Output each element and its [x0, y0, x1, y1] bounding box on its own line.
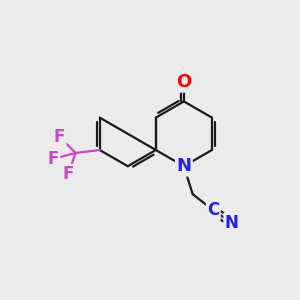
- Text: F: F: [54, 128, 65, 146]
- Text: N: N: [225, 214, 238, 232]
- Text: O: O: [176, 73, 191, 91]
- Text: F: F: [62, 165, 74, 183]
- Text: F: F: [48, 150, 59, 168]
- Text: N: N: [176, 157, 191, 175]
- Text: C: C: [207, 201, 219, 219]
